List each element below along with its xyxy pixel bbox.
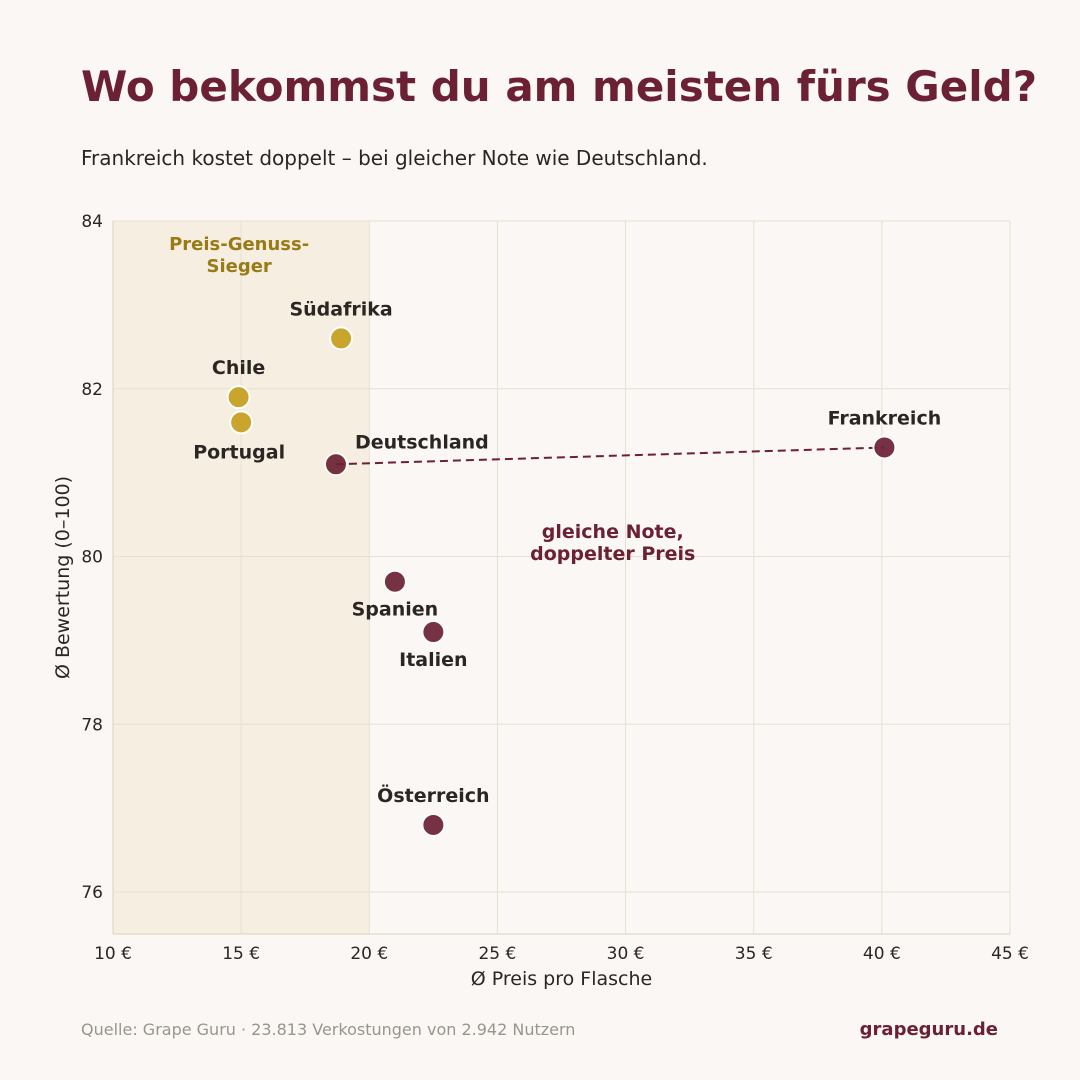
data-point-deutschland [323, 452, 348, 477]
point-label: Italien [399, 649, 467, 671]
x-tick-label: 20 € [350, 944, 388, 964]
point-label: Deutschland [355, 431, 489, 453]
annotation-text: gleiche Note, doppelter Preis [530, 521, 695, 565]
x-axis-label: Ø Preis pro Flasche [471, 968, 652, 990]
connector-line [335, 446, 885, 466]
point-label: Frankreich [828, 407, 942, 429]
y-tick-label: 76 [81, 883, 103, 903]
x-tick-label: 25 € [478, 944, 516, 964]
point-label: Portugal [193, 441, 285, 463]
data-point-italien [421, 620, 446, 645]
data-point-chile [226, 385, 251, 410]
point-label: Spanien [352, 599, 439, 621]
x-tick-label: 15 € [222, 944, 260, 964]
x-tick-label: 40 € [863, 944, 901, 964]
page-subtitle: Frankreich kostet doppelt – bei gleicher… [81, 146, 708, 170]
data-point-portugal [229, 410, 254, 435]
data-point-spanien [382, 569, 407, 594]
x-tick-label: 45 € [991, 944, 1029, 964]
y-tick-label: 78 [81, 715, 103, 735]
point-label: Südafrika [289, 298, 392, 320]
data-point-südafrika [329, 326, 354, 351]
page-title: Wo bekommst du am meisten fürs Geld? [81, 62, 1038, 111]
highlight-label: Preis-Genuss-Sieger [169, 234, 309, 277]
point-label: Österreich [377, 783, 489, 807]
x-tick-label: 30 € [607, 944, 645, 964]
point-label: Chile [212, 357, 265, 379]
y-axis-label: Ø Bewertung (0–100) [52, 476, 74, 679]
brand-link[interactable]: grapeguru.de [859, 1019, 998, 1040]
source-note: Quelle: Grape Guru · 23.813 Verkostungen… [81, 1020, 576, 1039]
data-point-österreich [421, 812, 446, 837]
data-point-frankreich [872, 435, 897, 460]
x-tick-label: 35 € [735, 944, 773, 964]
x-tick-label: 10 € [94, 944, 132, 964]
y-tick-label: 80 [81, 548, 103, 568]
y-tick-label: 82 [81, 380, 103, 400]
y-tick-label: 84 [81, 212, 103, 232]
